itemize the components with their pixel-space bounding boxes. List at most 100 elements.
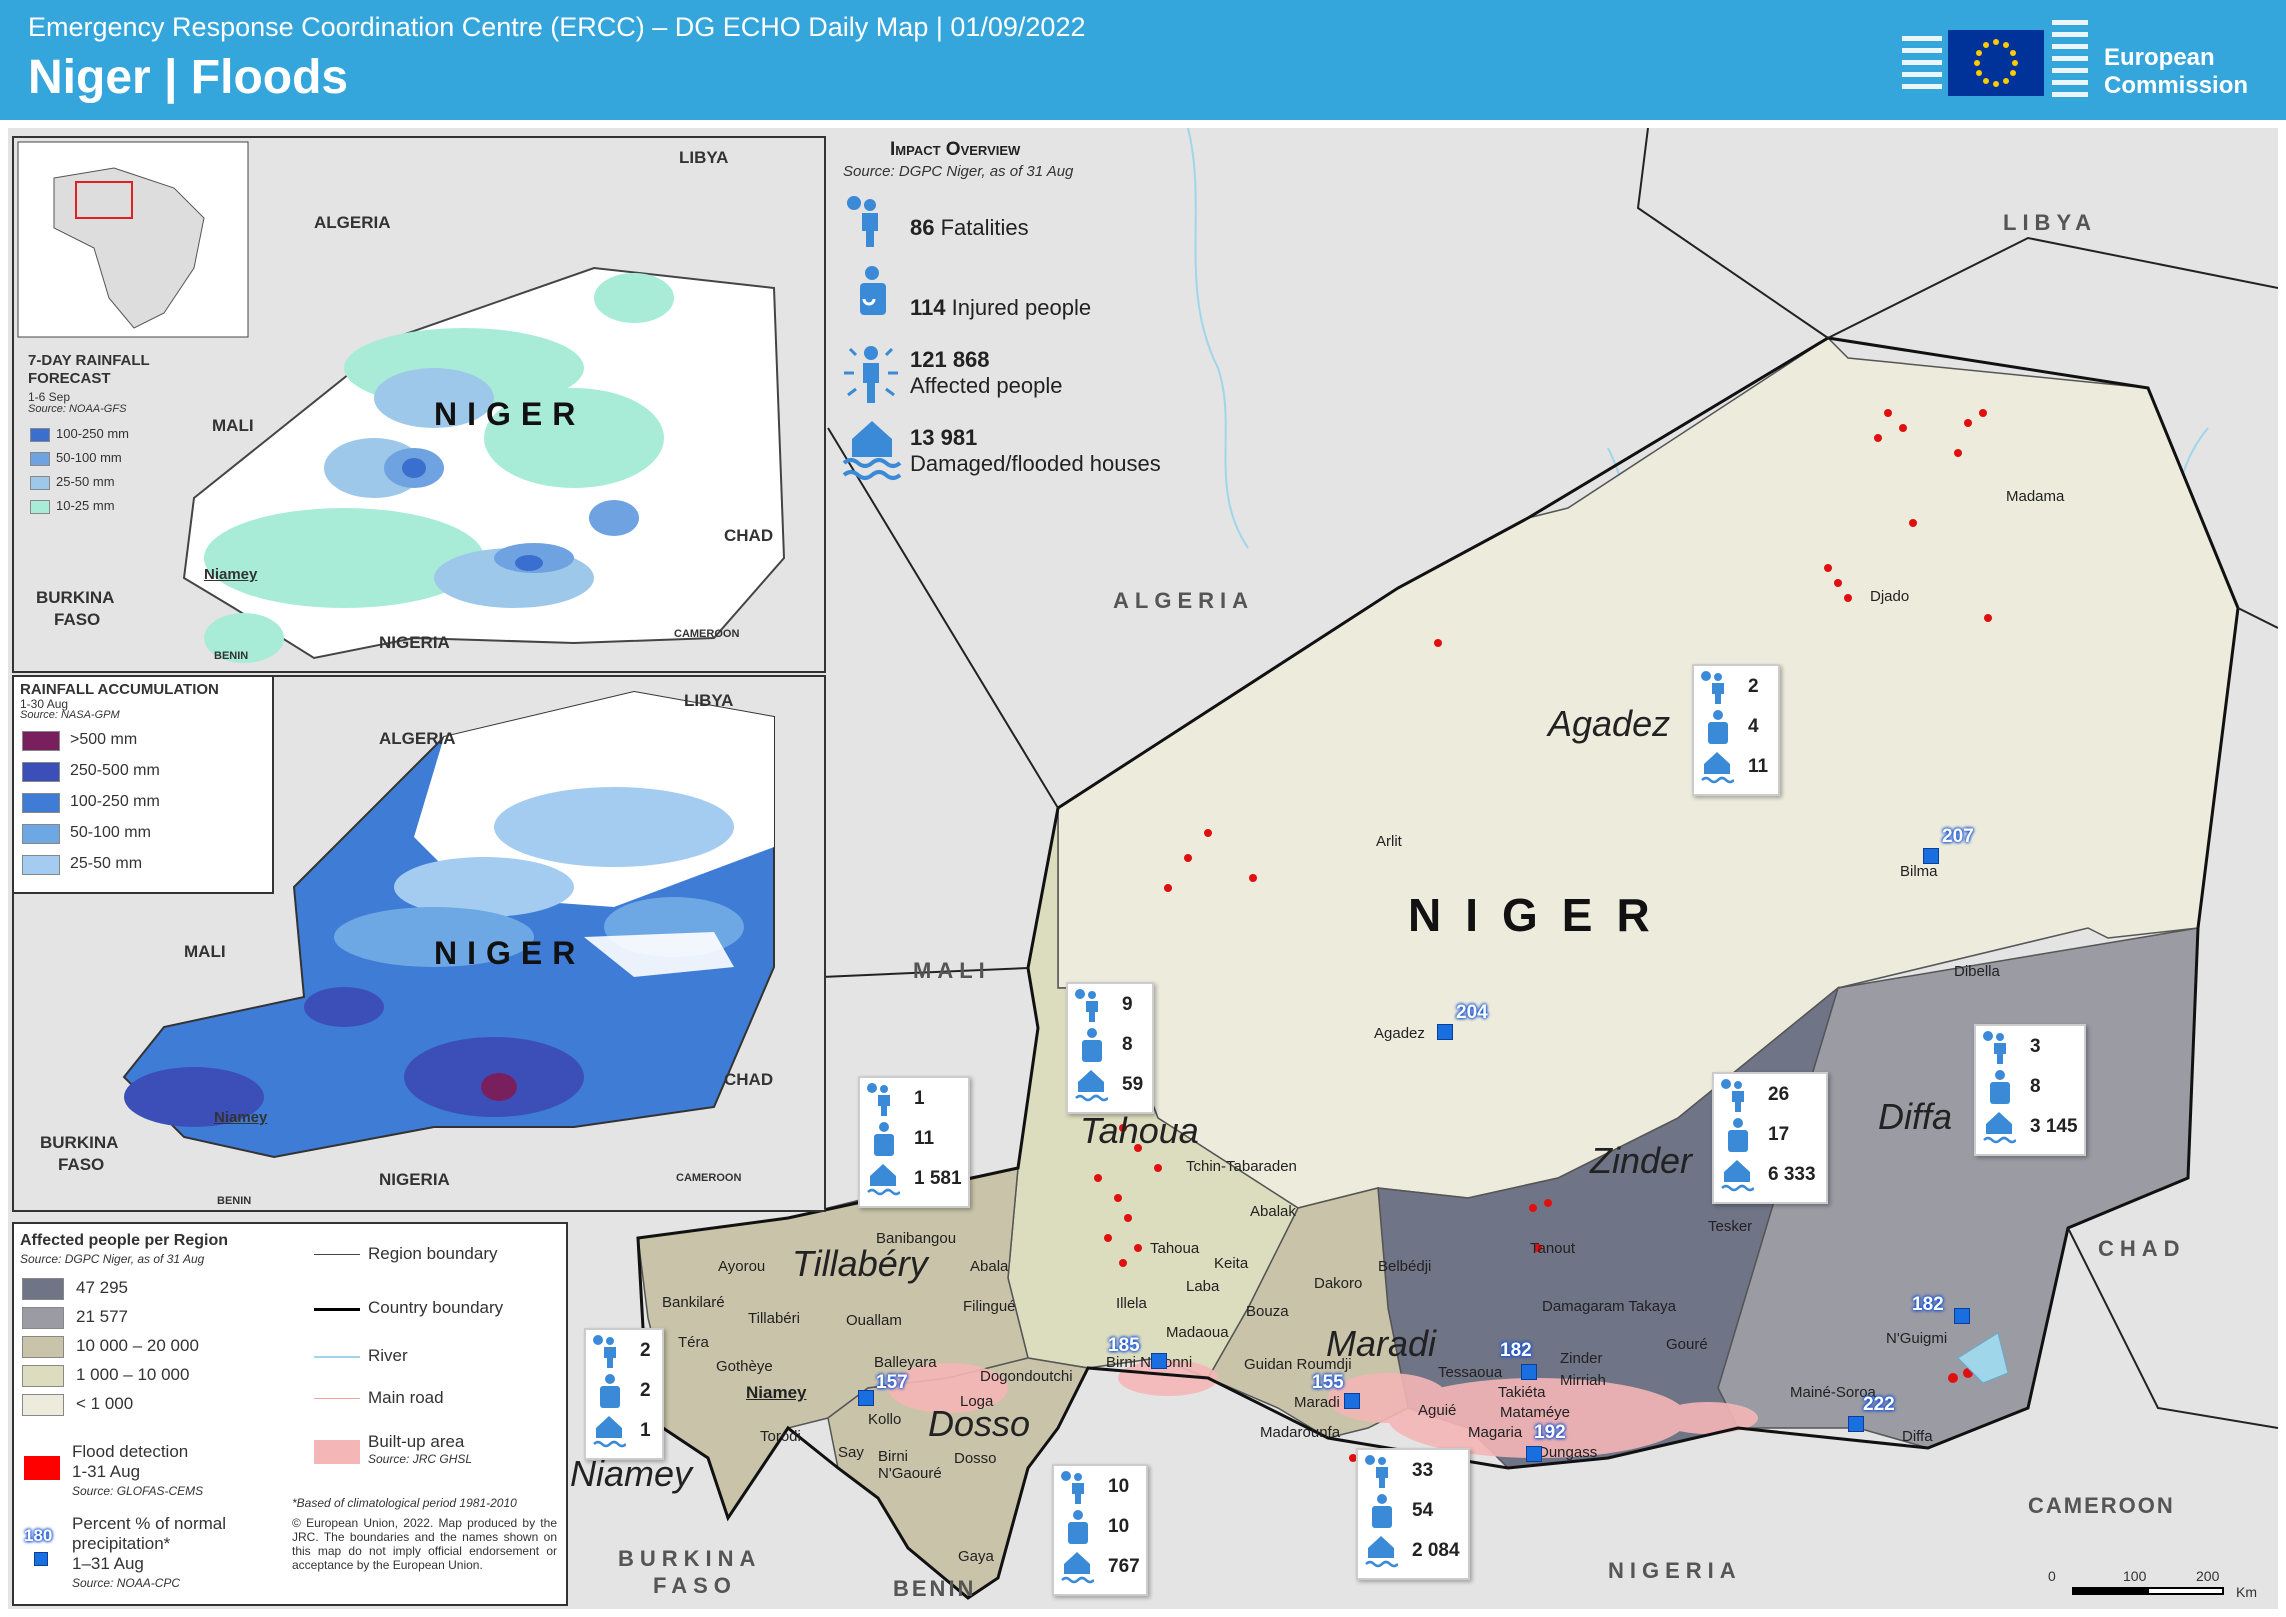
legend-swatch xyxy=(22,1336,64,1358)
stat-row-fatalities: 2 xyxy=(1700,670,1759,706)
impact-fatalities-row: 86 Fatalities xyxy=(910,215,1029,241)
legend-source: Source: DGPC Niger, as of 31 Aug xyxy=(20,1252,205,1266)
forecast-label-niger: NIGER xyxy=(434,396,586,432)
region-label-agadez: Agadez xyxy=(1548,703,1671,744)
region-boundary-line xyxy=(314,1254,360,1255)
houses-label: Damaged/flooded houses xyxy=(910,451,1161,476)
flood-label-2: 1-31 Aug xyxy=(72,1462,141,1481)
fatality-icon xyxy=(1061,1471,1084,1504)
inset-accumulation-map[interactable]: Rainfall Accumulation 1-30 Aug Source: N… xyxy=(12,675,826,1212)
fatality-icon xyxy=(1075,989,1098,1022)
stat-injured: 8 xyxy=(1122,1034,1133,1055)
flooded-house-icon xyxy=(1075,1070,1109,1102)
stat-row-houses: 767 xyxy=(1060,1550,1140,1586)
scale-label-100: 100 xyxy=(2123,1568,2147,1584)
precip-marker-square[interactable] xyxy=(1526,1446,1542,1462)
precip-value: 204 xyxy=(1456,1002,1488,1023)
copyright-note: © European Union, 2022. Map produced by … xyxy=(292,1516,557,1572)
accumulation-label-nigeria: NIGERIA xyxy=(379,1170,450,1189)
region-label-tillabery: Tillabéry xyxy=(792,1243,928,1284)
precip-marker-square[interactable] xyxy=(1923,848,1939,864)
stat-card-zinder[interactable]: 26 17 6 333 xyxy=(1712,1072,1828,1204)
stat-card-diffa[interactable]: 3 8 3 145 xyxy=(1974,1024,2086,1156)
accumulation-label-niger: NIGER xyxy=(434,935,586,971)
stat-fatalities: 9 xyxy=(1122,994,1133,1015)
stat-card-maradi[interactable]: 33 54 2 084 xyxy=(1356,1448,1470,1580)
stat-houses: 11 xyxy=(1748,756,1769,777)
map-title: Niger | Floods xyxy=(28,51,349,104)
flooded-house-icon xyxy=(1061,1552,1095,1584)
city-label: Dungass xyxy=(1538,1444,1598,1461)
region-label-dosso: Dosso xyxy=(928,1403,1031,1444)
legend-swatch xyxy=(22,1278,64,1300)
city-label: Dibella xyxy=(1954,963,2000,980)
stat-card-niamey[interactable]: 2 2 1 xyxy=(584,1328,664,1460)
precip-marker-square[interactable] xyxy=(858,1390,874,1406)
stat-card-agadez[interactable]: 2 4 11 xyxy=(1692,664,1780,796)
precip-value: 222 xyxy=(1863,1394,1895,1415)
accumulation-map-canvas xyxy=(122,690,775,1159)
accumulation-legend: Rainfall Accumulation 1-30 Aug Source: N… xyxy=(14,677,274,894)
injured-icon xyxy=(874,1122,894,1156)
forecast-class-label: 25-50 mm xyxy=(56,474,115,489)
forecast-label-burkina: BURKINA xyxy=(36,588,115,607)
stat-injured: 10 xyxy=(1108,1516,1130,1537)
stat-card-tillabery[interactable]: 1 11 1 581 xyxy=(858,1076,970,1208)
city-label: Agadez xyxy=(1374,1025,1425,1042)
injured-icon xyxy=(1728,1118,1748,1152)
inset-forecast-map[interactable]: ALGERIA LIBYA MALI CHAD NIGER BURKINA FA… xyxy=(12,136,826,673)
precip-marker-square[interactable] xyxy=(1344,1393,1360,1409)
accumulation-class-label: 100-250 mm xyxy=(70,793,160,810)
accumulation-label-algeria: ALGERIA xyxy=(379,729,456,748)
stat-fatalities: 3 xyxy=(2030,1036,2041,1057)
city-label: Maradi xyxy=(1294,1394,1340,1411)
accumulation-label-cameroon: CAMEROON xyxy=(676,1172,742,1184)
stat-card-dosso[interactable]: 10 10 767 xyxy=(1052,1464,1148,1596)
injured-label: Injured people xyxy=(951,295,1092,320)
city-label: Magaria xyxy=(1468,1424,1523,1441)
stat-injured: 8 xyxy=(2030,1076,2041,1097)
stat-injured: 54 xyxy=(1412,1500,1434,1521)
stat-row-injured: 17 xyxy=(1720,1118,1789,1154)
accumulation-swatch xyxy=(22,731,60,751)
precip-marker-square[interactable] xyxy=(1521,1364,1537,1380)
ec-logo-text: European Commission xyxy=(2104,44,2248,100)
region-boundary-label: Region boundary xyxy=(368,1244,498,1263)
forecast-label-libya: LIBYA xyxy=(679,148,729,167)
flooded-house-icon xyxy=(1983,1112,2017,1144)
city-label: Damagaram Takaya xyxy=(1542,1298,1676,1315)
stat-houses: 59 xyxy=(1122,1074,1144,1095)
legend-swatch xyxy=(22,1394,64,1416)
precip-marker-square[interactable] xyxy=(1151,1353,1167,1369)
city-label: Tillabéri xyxy=(748,1310,800,1327)
pct-sample-square xyxy=(34,1552,48,1566)
city-label: Birni N'Konni xyxy=(1106,1354,1193,1371)
scale-unit: Km xyxy=(2236,1584,2257,1600)
stat-fatalities: 10 xyxy=(1108,1476,1130,1497)
pct-label-1: Percent % of normal xyxy=(72,1514,227,1533)
scale-label-200: 200 xyxy=(2196,1568,2220,1584)
stat-houses: 3 145 xyxy=(2030,1116,2078,1137)
label-cameroon: CAMEROON xyxy=(2028,1493,2175,1518)
legend-title: Affected people per Region xyxy=(20,1232,229,1249)
label-niger: NIGER xyxy=(1408,889,1674,941)
flooded-house-icon xyxy=(867,1164,901,1196)
precip-marker-square[interactable] xyxy=(1954,1308,1970,1324)
forecast-swatch xyxy=(30,428,50,442)
city-label: Tesker xyxy=(1708,1218,1753,1235)
injured-icon xyxy=(600,1374,620,1408)
stat-row-fatalities: 26 xyxy=(1720,1078,1789,1114)
city-label: Tanout xyxy=(1530,1240,1576,1257)
region-label-diffa: Diffa xyxy=(1878,1096,1953,1137)
stat-card-tahoua[interactable]: 9 8 59 xyxy=(1066,982,1154,1114)
forecast-label-benin: BENIN xyxy=(214,650,249,662)
precip-marker-square[interactable] xyxy=(1848,1416,1864,1432)
precip-marker-square[interactable] xyxy=(1437,1024,1453,1040)
pct-sample-value: 180 xyxy=(24,1526,53,1545)
injured-value: 114 xyxy=(910,295,946,320)
accumulation-class-label: 25-50 mm xyxy=(70,855,143,872)
city-label: Guidan Roumdji xyxy=(1244,1356,1352,1373)
forecast-swatch xyxy=(30,500,50,514)
accumulation-swatch xyxy=(22,855,60,875)
stat-injured: 2 xyxy=(640,1380,651,1401)
